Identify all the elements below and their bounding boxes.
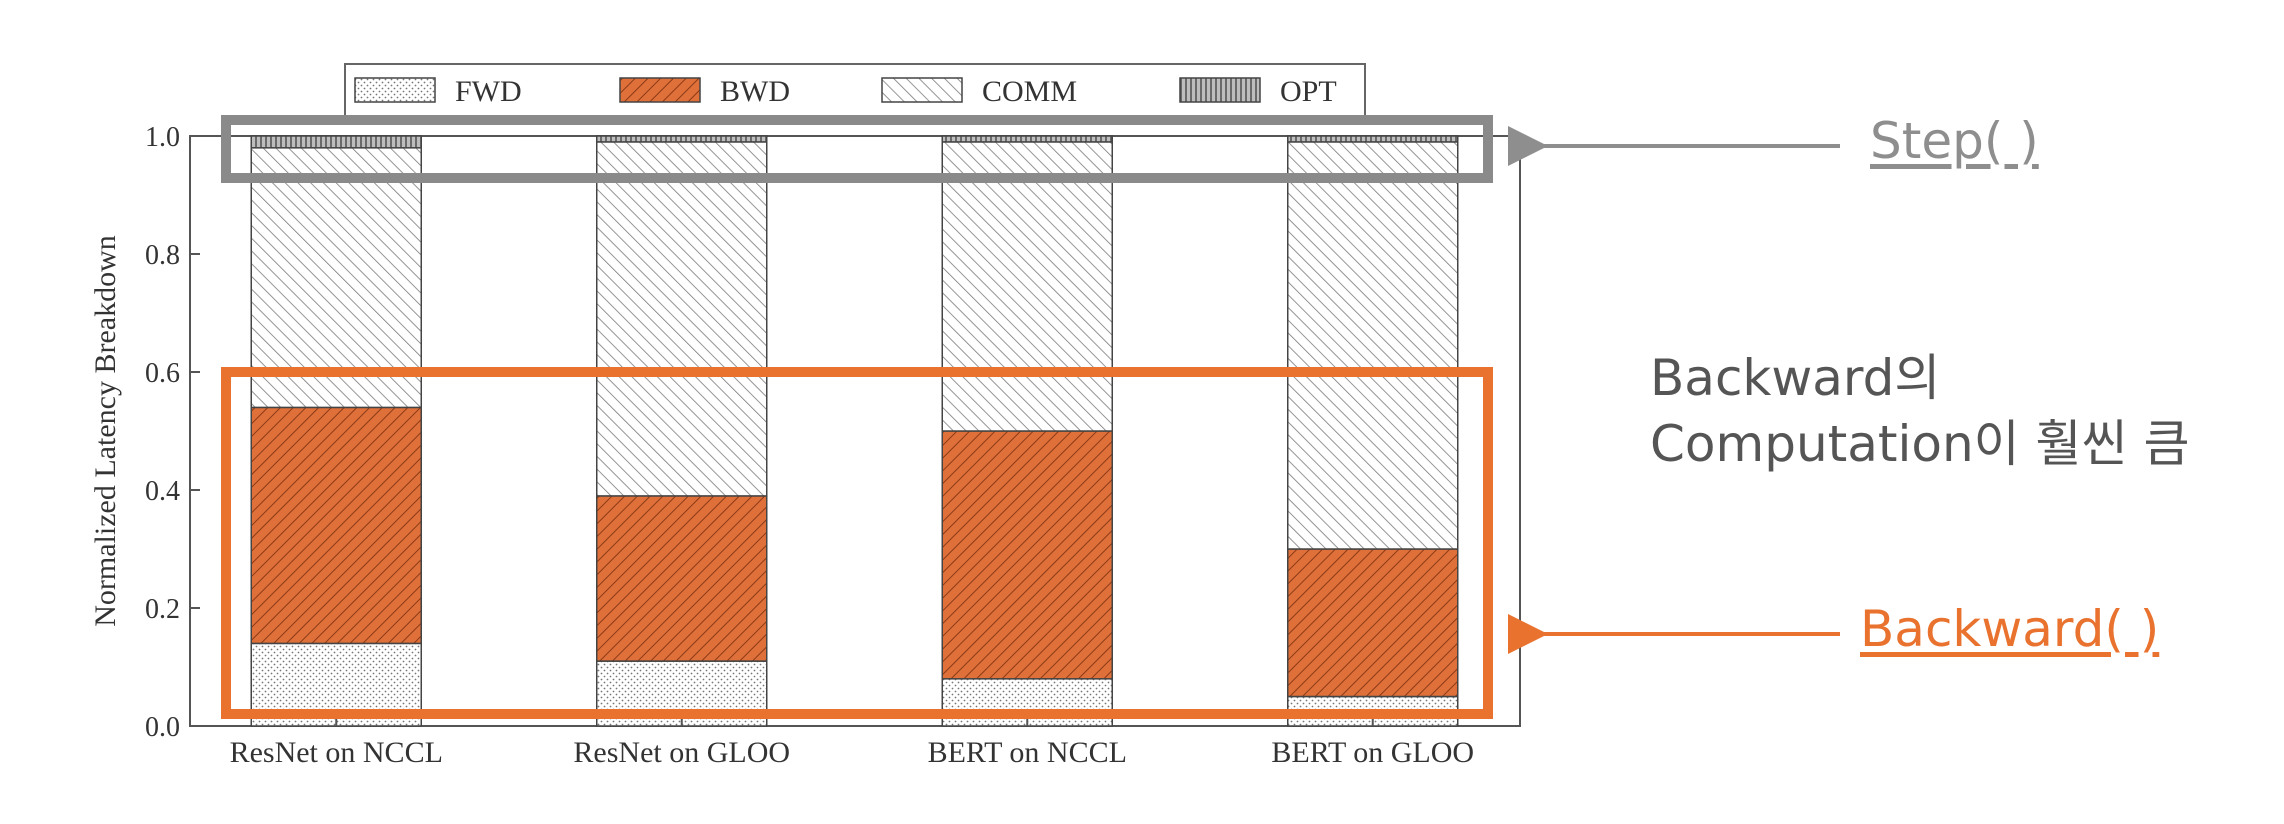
bars-group [250, 135, 1459, 727]
legend-swatch-fwd [354, 77, 436, 103]
bar-opt-0 [250, 135, 422, 149]
legend-swatch-opt [1179, 77, 1261, 103]
backward-label: Backward( ) [1860, 600, 2160, 658]
legend: FWD BWD COMM OPT [344, 63, 1366, 117]
bar-comm-1 [596, 141, 768, 497]
backward-note-line1: Backward의 [1650, 349, 1941, 407]
x-tick-label: ResNet on GLOO [573, 736, 790, 769]
legend-label-comm: COMM [982, 75, 1077, 108]
backward-note: Backward의 Computation이 훨씬 큼 [1650, 345, 2189, 477]
y-tick-label: 0.4 [145, 476, 180, 507]
y-tick-label: 0.0 [145, 712, 180, 743]
bar-opt-2 [941, 135, 1113, 143]
step-label: Step( ) [1870, 112, 2039, 170]
x-axis: ResNet on NCCL ResNet on GLOO BERT on NCCL… [230, 716, 1474, 769]
y-tick-label: 0.6 [145, 358, 180, 389]
y-tick-label: 1.0 [145, 122, 180, 153]
legend-label-opt: OPT [1280, 75, 1337, 108]
y-tick-label: 0.8 [145, 240, 180, 271]
y-tick-label: 0.2 [145, 594, 180, 625]
bar-bwd-0 [250, 406, 422, 645]
y-axis: 0.0 0.2 0.4 0.6 0.8 1.0 [145, 122, 200, 743]
bar-opt-3 [1287, 135, 1459, 143]
step-highlight-box [221, 115, 1493, 183]
x-tick-label: BERT on NCCL [928, 736, 1127, 769]
x-tick-label: ResNet on NCCL [230, 736, 443, 769]
x-tick-label: BERT on GLOO [1271, 736, 1474, 769]
bar-bwd-1 [596, 495, 768, 662]
bar-opt-1 [596, 135, 768, 143]
backward-note-line2: Computation이 훨씬 큼 [1650, 415, 2190, 473]
legend-label-fwd: FWD [455, 75, 522, 108]
y-axis-label: Normalized Latency Breakdown [89, 235, 122, 627]
legend-swatch-comm [881, 77, 963, 103]
bar-comm-3 [1287, 141, 1459, 550]
bar-bwd-3 [1287, 548, 1459, 698]
bar-comm-2 [941, 141, 1113, 432]
legend-swatch-bwd [619, 77, 701, 103]
plot-frame [189, 135, 1521, 727]
backward-highlight-box [221, 367, 1493, 719]
bar-bwd-2 [941, 430, 1113, 680]
legend-label-bwd: BWD [720, 75, 790, 108]
